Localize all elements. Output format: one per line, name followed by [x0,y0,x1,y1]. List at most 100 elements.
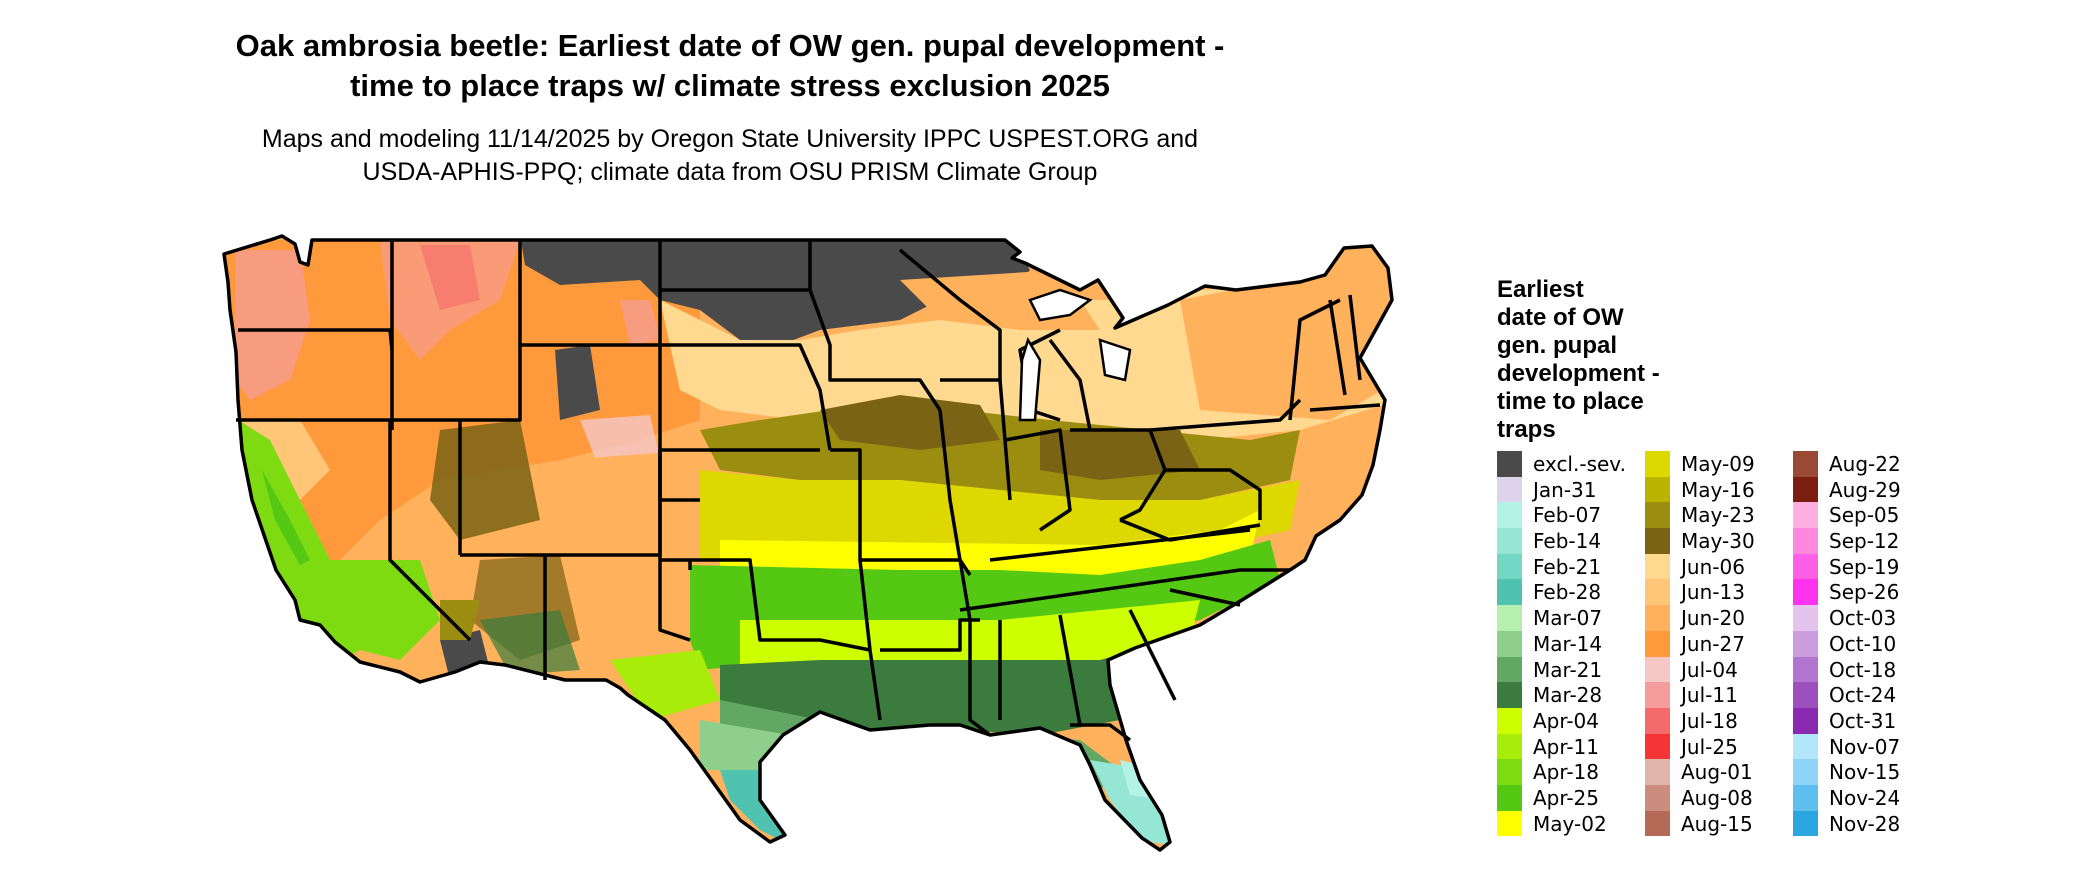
border-ga-sc [1128,609,1177,701]
state-borders [222,234,1394,852]
border-mn-ia [808,289,942,411]
legend-swatch [1645,707,1670,734]
legend-swatch [1645,733,1670,760]
border-sd-ne [660,343,832,451]
legend-swatch [1497,733,1522,760]
legend-label: Mar-14 [1533,631,1603,656]
phenology-zones [224,236,1392,850]
border-az-nm [460,448,820,557]
legend-swatch [1793,759,1818,785]
legend-swatch [1497,553,1522,580]
legend-label: May-23 [1681,503,1755,528]
legend-label: Jun-13 [1681,580,1745,605]
legend-label: May-02 [1533,811,1607,836]
zone-fill [1180,260,1392,420]
legend-label: Nov-15 [1829,760,1901,785]
legend-label: Sep-26 [1829,580,1900,605]
border-wi-mn [898,248,1002,380]
lake-huron [1098,338,1132,382]
border-ca-nv [236,418,472,642]
legend-label: Aug-08 [1681,785,1753,810]
border-va-nc [1119,518,1261,542]
legend-swatch [1497,502,1522,529]
border-ma-ct [1309,403,1381,412]
zone-fill [420,245,480,310]
legend-label: Apr-25 [1533,785,1599,810]
legend-label: Jul-04 [1681,657,1738,682]
lake-michigan [1018,336,1042,422]
border-al-ga [1058,614,1082,726]
legend-swatch [1645,553,1670,580]
legend-label: Apr-04 [1533,708,1599,733]
border-tn-south [959,568,1290,612]
zone-fill [480,610,580,675]
legend-title-line: traps [1497,416,1556,443]
legend-swatch [1497,579,1522,606]
legend-label: Apr-18 [1533,760,1599,785]
legend-swatch [1497,810,1522,837]
legend-label: Mar-28 [1533,683,1603,708]
border-mo-ks [830,448,872,651]
border-ok-tx [660,558,871,652]
legend-label: Aug-22 [1829,452,1901,476]
legend-label: Mar-07 [1533,606,1603,631]
border-vt-nh [1328,299,1347,396]
legend-label: Sep-12 [1829,529,1900,554]
legend-swatch [1645,759,1670,785]
map-title-line-1: Oak ambrosia beetle: Earliest date of OW… [235,28,1225,63]
zone-fill [330,560,440,660]
legend-label: Oct-18 [1829,657,1897,682]
border-nc-sc [1169,588,1241,607]
legend-title-line: date of OW [1497,304,1624,331]
legend-swatch [1497,707,1522,734]
zone-fill [720,510,1260,580]
zone-fill [440,600,480,640]
border-pa-ny [1149,398,1302,432]
legend-label: Feb-21 [1533,554,1602,579]
map-subtitle-line-1: Maps and modeling 11/14/2025 by Oregon S… [261,125,1199,153]
legend-title-line: time to place [1497,388,1644,415]
legend-swatch [1645,528,1670,554]
legend-label: Nov-07 [1829,734,1901,759]
legend-label: Jul-25 [1681,734,1738,759]
zone-fill [262,470,310,565]
legend-label: Oct-31 [1829,708,1897,733]
map-title-line-2: time to place traps w/ climate stress ex… [350,68,1110,103]
legend-swatch [1645,605,1670,631]
legend-swatch [1793,733,1818,760]
border-ny-vt [1288,298,1341,421]
legend-swatch [1793,630,1818,657]
legend-swatch [1793,656,1818,683]
legend-label: Feb-28 [1533,580,1602,605]
legend-label: Apr-11 [1533,734,1599,759]
legend-swatch [1497,784,1522,811]
zone-fill [820,395,1000,450]
legend-label: May-09 [1681,452,1755,476]
legend-swatch [1497,656,1522,683]
legend-swatch [1497,759,1522,785]
legend-swatch [1645,682,1670,708]
zone-fill [610,650,720,720]
border-ks [658,450,700,502]
legend-swatch [1497,630,1522,657]
legend-title-line: Earliest [1497,276,1584,303]
legend-label: excl.-sev. [1533,452,1626,476]
legend-swatch [1645,579,1670,606]
border-ms-ar [958,559,992,737]
legend-label: Jun-27 [1681,631,1745,656]
legend-swatch [1645,502,1670,529]
zone-fill [550,450,700,580]
legend-swatch [1497,528,1522,554]
legend-label: Feb-14 [1533,529,1602,554]
legend-swatch [1793,707,1818,734]
legend-swatch [1793,502,1818,529]
legend-label: Oct-10 [1829,631,1897,656]
legend-label: May-16 [1681,477,1755,502]
legend-swatch [1645,810,1670,837]
legend-swatch [1497,451,1522,477]
legend-label: Aug-29 [1829,477,1901,502]
great-lakes [1018,288,1132,422]
legend-label: Aug-01 [1681,760,1753,785]
border-in-oh [1004,428,1072,532]
